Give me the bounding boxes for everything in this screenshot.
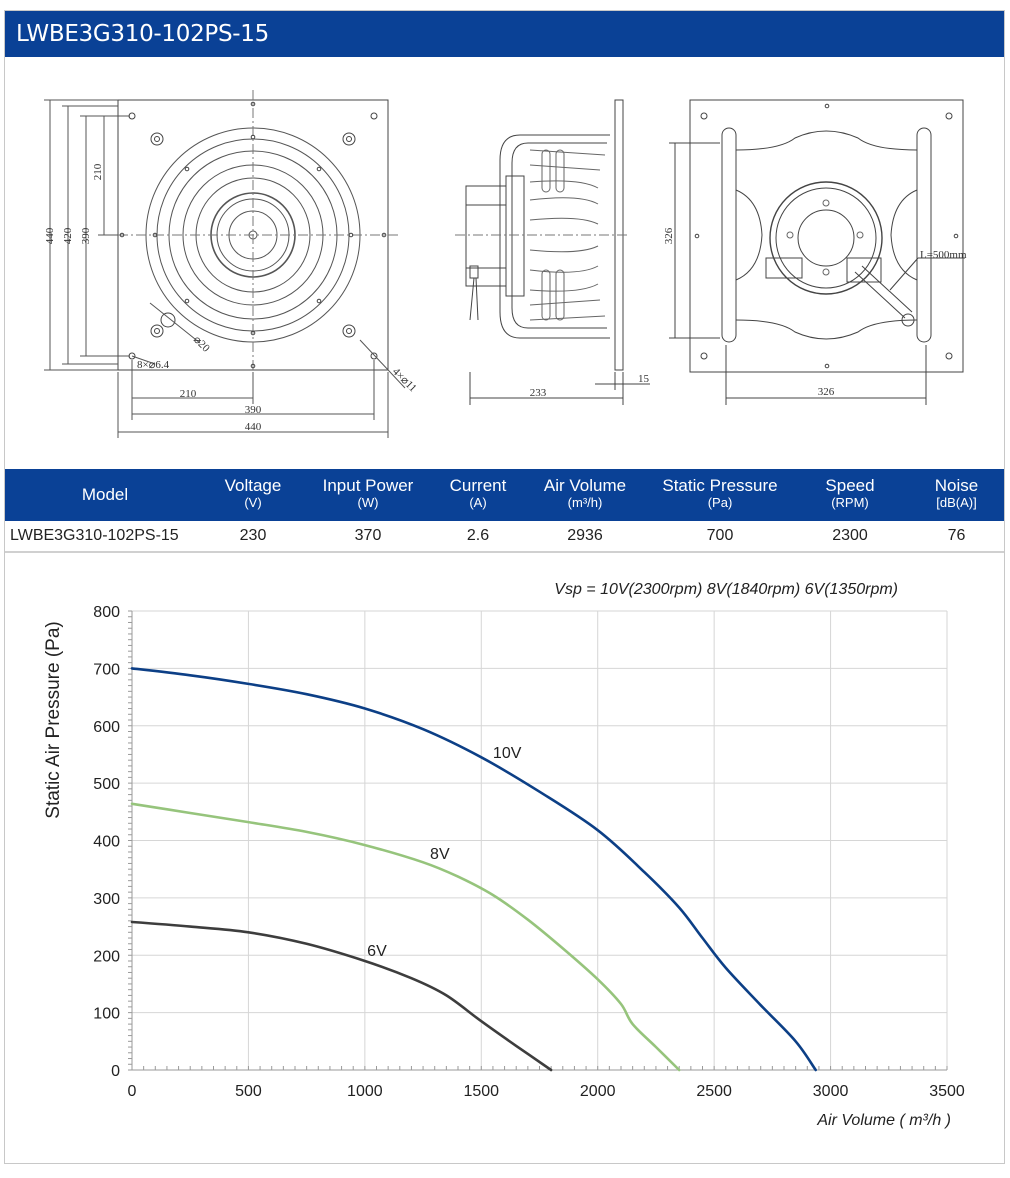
- header-input-power: Input Power (W): [322, 476, 414, 510]
- chart-minor-ticks: [128, 610, 948, 1071]
- cell-current: 2.6: [466, 527, 490, 544]
- page-frame: [4, 10, 1005, 1164]
- header-air-volume: Air Volume (m³/h): [543, 476, 627, 510]
- series-line-8V: [130, 802, 681, 1072]
- chart-grid: [131, 610, 948, 1071]
- y-tick-label: 400: [93, 834, 120, 851]
- x-tick-label: 3000: [813, 1083, 849, 1100]
- y-axis-label: Static Air Pressure (Pa): [43, 621, 64, 818]
- dimension-drawings: 440 420 390 210 210 390 440 8×⌀6.4 ⌀20 4…: [44, 90, 967, 438]
- x-tick-label: 3500: [929, 1083, 965, 1100]
- header-voltage: Voltage (V): [224, 476, 282, 510]
- hole-note-8x6-4: 8×⌀6.4: [137, 359, 170, 371]
- cell-static-pressure: 700: [706, 527, 734, 544]
- page-title: LWBE3G310-102PS-15: [5, 11, 1004, 57]
- dim-390-horizontal: 390: [245, 404, 262, 416]
- y-tick-label: 800: [93, 604, 120, 621]
- cell-voltage: 230: [239, 527, 267, 544]
- cell-speed: 2300: [832, 527, 868, 544]
- x-axis-label: Air Volume ( m³/h ): [816, 1112, 951, 1129]
- y-tick-label: 100: [93, 1006, 120, 1023]
- front-view: 440 420 390 210 210 390 440 8×⌀6.4 ⌀20 4…: [44, 90, 419, 438]
- y-tick-label: 0: [111, 1063, 120, 1080]
- cell-model: LWBE3G310-102PS-15: [10, 527, 179, 544]
- x-tick-label: 1500: [463, 1083, 499, 1100]
- dim-210-vertical: 210: [92, 163, 104, 180]
- x-tick-label: 2500: [696, 1083, 732, 1100]
- dim-440-horizontal: 440: [245, 421, 262, 433]
- series-label-6V: 6V: [367, 943, 387, 960]
- cell-input-power: 370: [354, 527, 382, 544]
- dim-15: 15: [638, 373, 650, 385]
- chart-annotation: Vsp = 10V(2300rpm) 8V(1840rpm) 6V(1350rp…: [554, 581, 898, 598]
- y-tick-label: 500: [93, 776, 120, 793]
- y-tick-label: 300: [93, 891, 120, 908]
- header-model: Model: [81, 485, 129, 504]
- header-speed: Speed (RPM): [825, 476, 875, 510]
- dim-390-vertical: 390: [80, 227, 92, 244]
- x-tick-label: 2000: [580, 1083, 616, 1100]
- header-noise: Noise [dB(A)]: [934, 476, 979, 510]
- cable-length-note: L=500mm: [920, 249, 967, 261]
- header-static-pressure: Static Pressure (Pa): [662, 476, 778, 510]
- y-tick-label: 600: [93, 719, 120, 736]
- rear-view: 326 326 L=500mm: [663, 99, 967, 405]
- chart-labels: 0 500 1000 1500 2000 2500 3000 3500 0 100 200 300 40…: [93, 604, 965, 1100]
- header-current: Current (A): [449, 476, 507, 510]
- spec-table-header: Model Voltage (V) Input Power (W) Current(…: [5, 469, 1004, 521]
- dim-440-vertical: 440: [44, 227, 56, 244]
- cell-noise: 76: [947, 527, 966, 544]
- dim-210-horizontal: 210: [180, 388, 197, 400]
- dim-326-vertical: 326: [663, 227, 675, 244]
- series-line-6V: [130, 920, 553, 1072]
- dim-420-vertical: 420: [62, 227, 74, 244]
- cell-air-volume: 2936: [567, 527, 603, 544]
- y-tick-label: 700: [93, 661, 120, 678]
- dim-233: 233: [530, 387, 547, 399]
- x-tick-label: 500: [235, 1083, 262, 1100]
- series-line-10V: [130, 667, 817, 1072]
- section-divider: [5, 551, 1004, 553]
- x-tick-label: 1000: [347, 1083, 383, 1100]
- series-label-8V: 8V: [430, 846, 450, 863]
- chart-series: [130, 667, 817, 1072]
- dim-326-horizontal: 326: [818, 386, 835, 398]
- series-label-10V: 10V: [493, 745, 522, 762]
- side-view: 233 15: [455, 99, 650, 405]
- y-tick-label: 200: [93, 948, 120, 965]
- x-tick-label: 0: [128, 1083, 137, 1100]
